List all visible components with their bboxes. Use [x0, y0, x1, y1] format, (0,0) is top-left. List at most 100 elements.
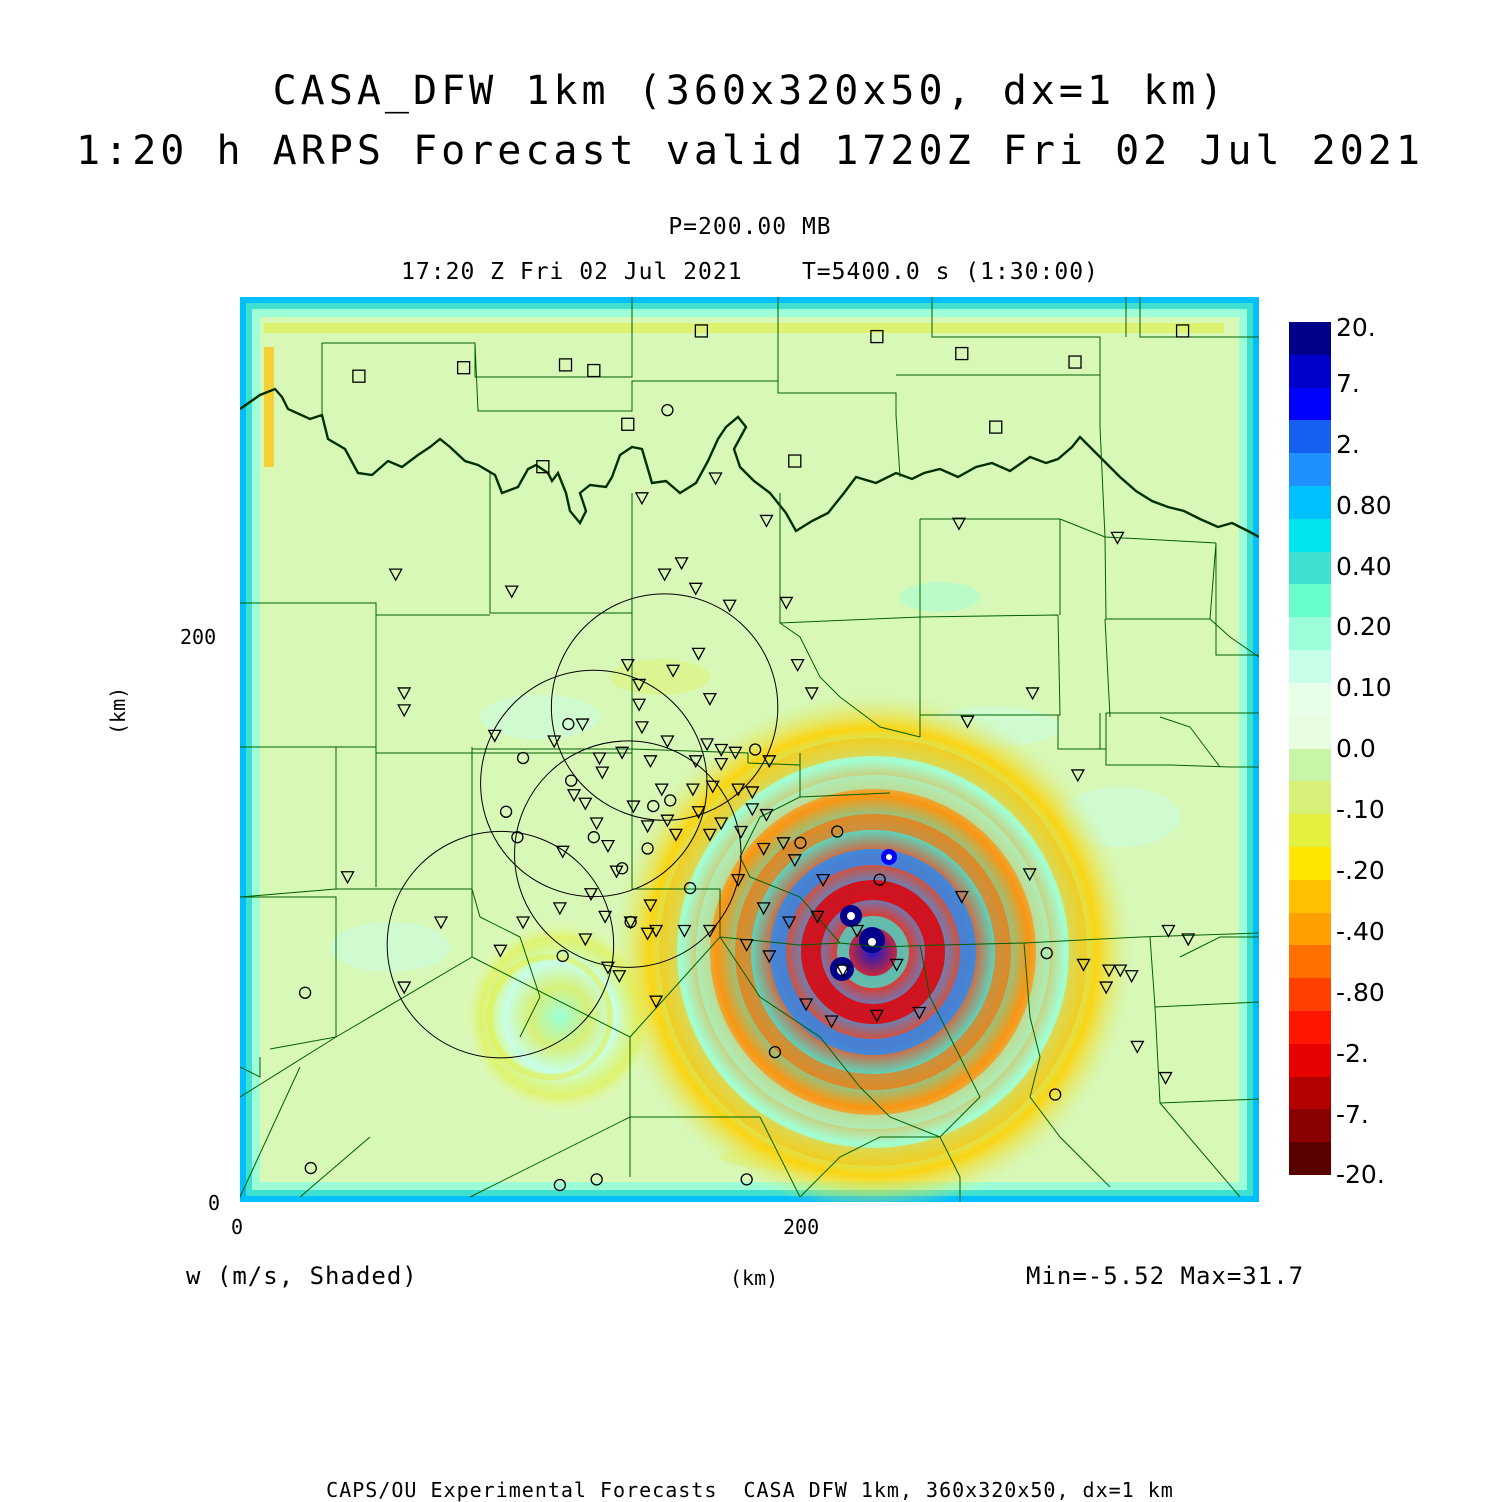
triangle-site-marker	[804, 687, 819, 701]
triangle-site-marker	[555, 845, 570, 859]
triangle-site-marker	[1130, 1040, 1145, 1054]
radar-range-ring	[386, 830, 615, 1059]
square-site-marker	[1068, 355, 1082, 369]
colorbar-swatch	[1289, 945, 1331, 979]
triangle-site-marker	[623, 916, 638, 930]
colorbar-label: -.20	[1336, 856, 1385, 885]
circle-site-marker	[664, 794, 677, 807]
triangle-site-marker	[578, 797, 593, 811]
triangle-site-marker	[702, 924, 717, 938]
colorbar-swatch	[1289, 846, 1331, 881]
x-tick-0: 0	[231, 1215, 244, 1239]
triangle-site-marker	[790, 659, 805, 673]
triangle-site-marker	[668, 828, 684, 842]
triangle-site-marker	[643, 899, 658, 913]
triangle-site-marker	[705, 780, 720, 794]
wave-ring-southwest	[460, 917, 660, 1117]
triangle-site-marker	[634, 721, 650, 735]
colorbar-label: -7.	[1336, 1100, 1369, 1129]
colorbar-swatch	[1289, 617, 1331, 651]
state-border	[240, 387, 1259, 539]
triangle-site-marker	[1022, 868, 1037, 882]
y-tick-0: 0	[208, 1191, 221, 1215]
triangle-site-marker	[648, 924, 664, 938]
triangle-site-marker	[575, 718, 590, 732]
colorbar-swatch	[1289, 814, 1331, 848]
triangle-site-marker	[708, 472, 723, 486]
square-site-marker	[587, 363, 601, 378]
circle-site-marker	[298, 986, 312, 999]
triangle-site-marker	[1101, 964, 1117, 978]
colorbar-swatch	[1289, 1043, 1331, 1078]
triangle-site-marker	[397, 981, 412, 995]
colorbar-label: -2.	[1336, 1039, 1369, 1068]
circle-site-marker	[1040, 946, 1053, 960]
triangle-site-marker	[665, 664, 681, 678]
triangle-site-marker	[660, 814, 675, 828]
triangle-site-marker	[759, 808, 774, 822]
county-boundaries	[240, 297, 1259, 1202]
triangle-site-marker	[779, 596, 794, 610]
colorbar-swatch	[1289, 715, 1331, 749]
circle-site-marker	[749, 743, 762, 756]
triangle-site-marker	[397, 687, 412, 701]
triangle-site-marker	[583, 888, 599, 902]
triangle-site-marker	[685, 783, 700, 797]
colorbar-swatch	[1289, 322, 1331, 356]
vertical-velocity-map	[240, 297, 1259, 1202]
triangle-site-marker	[592, 752, 607, 766]
triangle-site-marker	[954, 890, 969, 904]
triangle-site-marker	[815, 873, 831, 887]
triangle-site-marker	[688, 582, 703, 596]
site-markers	[298, 324, 1196, 1192]
triangle-site-marker	[835, 964, 851, 978]
triangle-site-marker	[889, 958, 904, 972]
triangle-site-marker	[552, 902, 567, 916]
colorbar-label: -.80	[1336, 978, 1385, 1007]
radar-range-ring	[480, 669, 708, 898]
y-tick-200: 200	[180, 625, 217, 649]
circle-site-marker	[873, 873, 886, 886]
circle-site-marker	[553, 1178, 567, 1192]
square-site-marker	[788, 454, 802, 468]
triangle-site-marker	[714, 743, 729, 757]
triangle-site-marker	[600, 961, 616, 975]
colorbar-swatch	[1289, 1142, 1331, 1176]
colorbar-swatch	[1289, 551, 1331, 585]
triangle-site-marker	[609, 865, 624, 879]
triangle-site-marker	[1070, 769, 1085, 783]
colorbar-swatch	[1289, 584, 1331, 618]
triangle-site-marker	[1110, 531, 1125, 545]
triangle-site-marker	[626, 800, 641, 814]
colorbar-swatch	[1289, 420, 1331, 454]
wave-ring-southwest-inner	[487, 954, 613, 1080]
triangle-site-marker	[714, 817, 729, 831]
triangle-site-marker	[648, 995, 664, 1009]
triangle-site-marker	[691, 806, 706, 820]
triangle-site-marker	[702, 692, 717, 706]
triangle-site-marker	[756, 842, 771, 856]
storm-bands	[659, 738, 1087, 1166]
radar-range-ring	[514, 740, 742, 968]
triangle-site-marker	[504, 585, 519, 599]
boundary-band-left	[264, 347, 274, 467]
triangle-site-marker	[782, 916, 797, 930]
footer-credit: CAPS/OU Experimental Forecasts CASA DFW …	[326, 1478, 1174, 1502]
colorbar-swatch	[1289, 912, 1331, 946]
colorbar-swatch	[1289, 354, 1331, 389]
colorbar-label: -20.	[1336, 1160, 1385, 1189]
triangle-site-marker	[615, 746, 630, 760]
square-site-marker	[558, 358, 573, 372]
colorbar-label: 0.80	[1336, 491, 1392, 520]
triangle-site-marker	[762, 755, 777, 769]
triangle-site-marker	[1158, 1071, 1173, 1085]
triangle-site-marker	[632, 698, 647, 712]
colorbar-swatch	[1289, 453, 1331, 487]
square-site-marker	[536, 460, 550, 474]
triangle-site-marker	[733, 825, 749, 839]
triangle-site-marker	[660, 735, 675, 749]
triangle-site-marker	[776, 837, 791, 851]
triangle-site-marker	[566, 789, 582, 803]
square-site-marker	[955, 346, 969, 361]
triangle-site-marker	[951, 517, 967, 531]
